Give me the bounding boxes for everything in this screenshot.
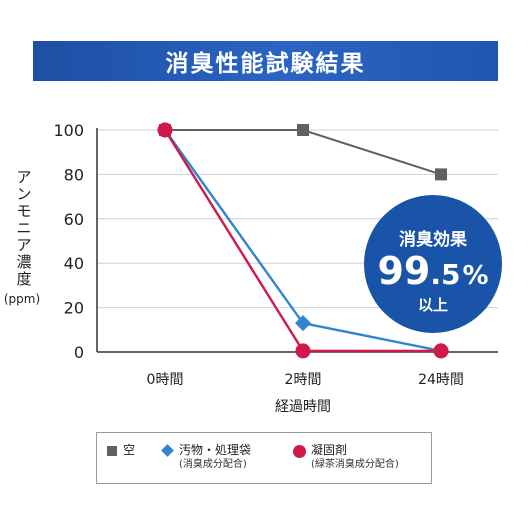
y-axis-title-char: ア bbox=[16, 236, 31, 254]
x-tick-label: 24時間 bbox=[418, 372, 464, 388]
badge-label: 消臭効果 bbox=[399, 229, 467, 250]
circle-marker-icon bbox=[293, 445, 306, 458]
y-tick-label: 40 bbox=[64, 254, 84, 273]
series-line bbox=[165, 129, 442, 176]
y-axis-title-char: ニ bbox=[16, 219, 31, 237]
y-axis-title-char: 濃 bbox=[16, 253, 31, 271]
chart-title-banner: 消臭性能試験結果 bbox=[33, 41, 498, 81]
data-point bbox=[295, 315, 311, 332]
legend-item-coagulant: 凝固剤 (緑茶消臭成分配合) bbox=[293, 443, 399, 472]
y-axis-title-char: モ bbox=[16, 202, 31, 220]
x-tick-label: 2時間 bbox=[285, 372, 322, 388]
y-tick-label: 100 bbox=[53, 121, 84, 140]
data-point bbox=[433, 343, 449, 359]
y-tick-label: 0 bbox=[74, 343, 84, 362]
legend-label: 凝固剤 bbox=[311, 443, 348, 457]
data-point bbox=[157, 122, 173, 138]
y-tick-label: 80 bbox=[64, 165, 84, 184]
legend-sublabel: (緑茶消臭成分配合) bbox=[311, 459, 399, 470]
y-axis-title-char: ン bbox=[16, 185, 31, 203]
x-tick-label: 0時間 bbox=[147, 372, 184, 388]
y-axis-title-char: 度 bbox=[16, 270, 31, 288]
data-point bbox=[435, 168, 447, 181]
chart-title: 消臭性能試験結果 bbox=[165, 51, 366, 77]
y-tick-label: 20 bbox=[64, 299, 84, 318]
legend-label: 空 bbox=[123, 443, 136, 457]
y-axis-title-char: ア bbox=[16, 168, 31, 186]
effect-badge bbox=[364, 195, 502, 333]
data-point bbox=[295, 343, 311, 359]
badge-caption: 以上 bbox=[418, 296, 448, 314]
y-axis-unit: (ppm) bbox=[4, 292, 40, 306]
x-axis-title: 経過時間 bbox=[275, 399, 331, 415]
legend-item-waste-bag: 汚物・処理袋 (消臭成分配合) bbox=[161, 443, 251, 472]
badge-value: 99.5% bbox=[377, 249, 488, 293]
legend-label: 汚物・処理袋 bbox=[179, 443, 252, 457]
square-marker-icon bbox=[107, 446, 117, 456]
legend-item-empty: 空 bbox=[107, 443, 135, 458]
legend-sublabel: (消臭成分配合) bbox=[179, 459, 247, 470]
data-point bbox=[297, 124, 309, 136]
y-tick-label: 60 bbox=[64, 210, 84, 229]
legend: 空 汚物・処理袋 (消臭成分配合) 凝固剤 (緑茶消臭成分配合) bbox=[96, 432, 432, 484]
diamond-marker-icon bbox=[161, 444, 174, 457]
